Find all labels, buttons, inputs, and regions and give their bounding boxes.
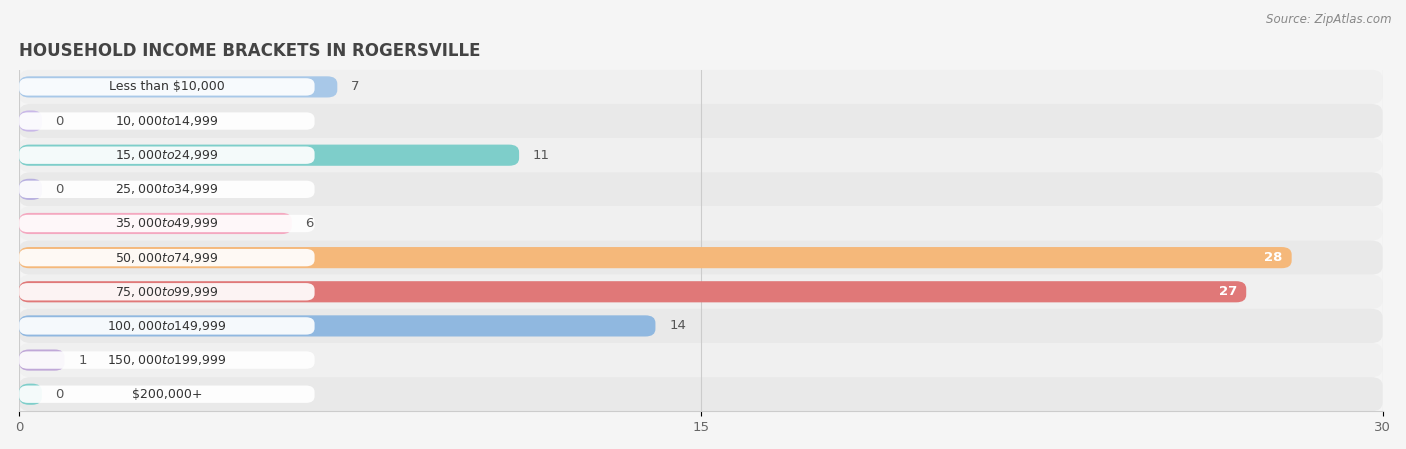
- Text: 7: 7: [352, 80, 360, 93]
- FancyBboxPatch shape: [20, 112, 315, 130]
- FancyBboxPatch shape: [20, 76, 337, 97]
- FancyBboxPatch shape: [20, 349, 65, 370]
- FancyBboxPatch shape: [20, 110, 42, 132]
- Text: 11: 11: [533, 149, 550, 162]
- FancyBboxPatch shape: [20, 241, 1382, 275]
- FancyBboxPatch shape: [20, 215, 315, 232]
- FancyBboxPatch shape: [20, 309, 1382, 343]
- Text: $50,000 to $74,999: $50,000 to $74,999: [115, 251, 219, 264]
- Text: 0: 0: [56, 183, 63, 196]
- FancyBboxPatch shape: [20, 383, 42, 405]
- Text: $15,000 to $24,999: $15,000 to $24,999: [115, 148, 219, 162]
- FancyBboxPatch shape: [20, 377, 1382, 411]
- FancyBboxPatch shape: [20, 275, 1382, 309]
- FancyBboxPatch shape: [20, 104, 1382, 138]
- FancyBboxPatch shape: [20, 247, 1292, 268]
- Text: $200,000+: $200,000+: [132, 387, 202, 401]
- FancyBboxPatch shape: [20, 317, 315, 335]
- Text: 0: 0: [56, 114, 63, 128]
- Text: 28: 28: [1264, 251, 1282, 264]
- FancyBboxPatch shape: [20, 386, 315, 403]
- FancyBboxPatch shape: [20, 213, 292, 234]
- FancyBboxPatch shape: [20, 352, 315, 369]
- Text: HOUSEHOLD INCOME BRACKETS IN ROGERSVILLE: HOUSEHOLD INCOME BRACKETS IN ROGERSVILLE: [20, 42, 481, 60]
- FancyBboxPatch shape: [20, 70, 1382, 104]
- FancyBboxPatch shape: [20, 180, 315, 198]
- Text: 6: 6: [305, 217, 314, 230]
- Text: 14: 14: [669, 319, 686, 332]
- Text: $35,000 to $49,999: $35,000 to $49,999: [115, 216, 219, 230]
- Text: 27: 27: [1219, 285, 1237, 298]
- Text: $75,000 to $99,999: $75,000 to $99,999: [115, 285, 219, 299]
- FancyBboxPatch shape: [20, 138, 1382, 172]
- FancyBboxPatch shape: [20, 145, 519, 166]
- Text: Less than $10,000: Less than $10,000: [110, 80, 225, 93]
- Text: $25,000 to $34,999: $25,000 to $34,999: [115, 182, 219, 196]
- FancyBboxPatch shape: [20, 343, 1382, 377]
- FancyBboxPatch shape: [20, 179, 42, 200]
- FancyBboxPatch shape: [20, 249, 315, 266]
- FancyBboxPatch shape: [20, 146, 315, 164]
- FancyBboxPatch shape: [20, 315, 655, 336]
- FancyBboxPatch shape: [20, 78, 315, 96]
- FancyBboxPatch shape: [20, 207, 1382, 241]
- Text: $150,000 to $199,999: $150,000 to $199,999: [107, 353, 226, 367]
- Text: 1: 1: [79, 353, 87, 366]
- FancyBboxPatch shape: [20, 281, 1246, 302]
- FancyBboxPatch shape: [20, 172, 1382, 207]
- Text: $10,000 to $14,999: $10,000 to $14,999: [115, 114, 219, 128]
- Text: 0: 0: [56, 387, 63, 401]
- Text: $100,000 to $149,999: $100,000 to $149,999: [107, 319, 226, 333]
- Text: Source: ZipAtlas.com: Source: ZipAtlas.com: [1267, 13, 1392, 26]
- FancyBboxPatch shape: [20, 283, 315, 300]
